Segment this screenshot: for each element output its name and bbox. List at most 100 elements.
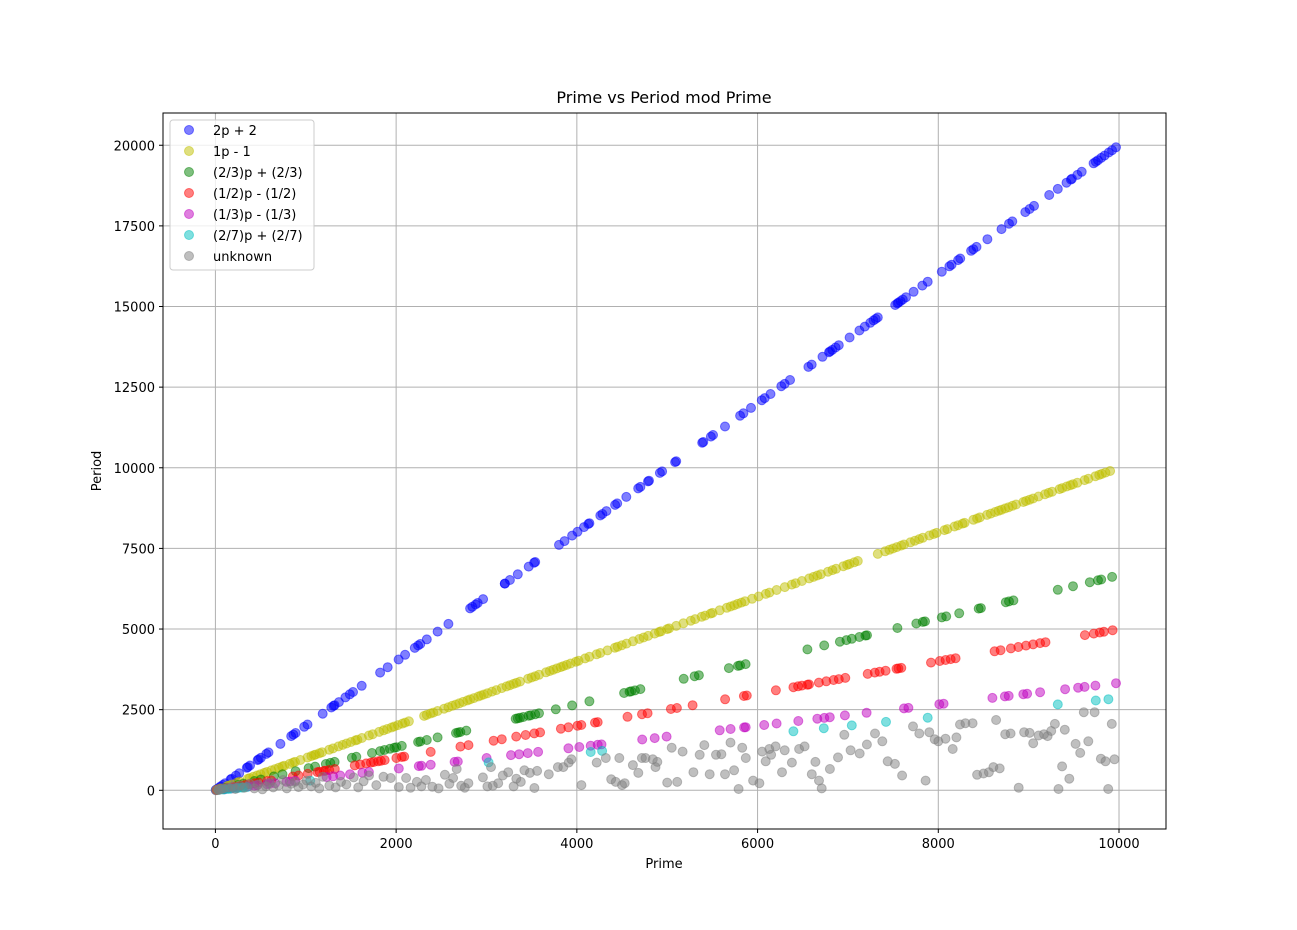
data-point: [862, 630, 872, 641]
data-point: [720, 421, 730, 432]
data-point: [708, 430, 718, 440]
data-point: [478, 594, 489, 605]
y-tick-label: 12500: [114, 381, 155, 396]
data-point: [432, 626, 443, 637]
data-point: [356, 680, 367, 691]
data-point: [954, 608, 965, 619]
data-point: [493, 778, 504, 789]
plot-frame: [162, 112, 1167, 830]
legend-box: [169, 119, 315, 271]
data-point: [421, 634, 432, 645]
data-point: [317, 771, 328, 782]
x-tick-label: 0: [211, 837, 219, 852]
data-point: [1103, 694, 1114, 705]
data-point: [955, 253, 966, 264]
y-axis-ticks: 0 2500 5000 7500 10000 12500 15000 17500 20000: [114, 139, 163, 799]
data-point: [622, 711, 633, 722]
data-point: [806, 359, 817, 370]
data-point: [760, 756, 771, 767]
data-point: [975, 603, 986, 614]
data-point: [1109, 754, 1120, 765]
data-point: [786, 757, 797, 768]
data-point: [1003, 690, 1014, 701]
data-point: [451, 764, 462, 774]
data-point: [600, 753, 611, 763]
data-point: [1005, 728, 1016, 739]
series-2-points: [220, 571, 1118, 793]
data-point: [574, 742, 585, 752]
data-point: [771, 585, 782, 595]
data-point: [672, 776, 683, 787]
data-point: [348, 772, 359, 783]
data-point: [317, 708, 328, 719]
data-point: [584, 696, 595, 707]
data-point: [694, 749, 705, 760]
data-point: [804, 679, 814, 690]
data-point: [941, 611, 952, 622]
data-point: [699, 740, 710, 751]
data-point: [889, 758, 900, 769]
data-point: [1068, 581, 1078, 592]
data-point: [364, 770, 374, 781]
data-point: [425, 746, 436, 757]
data-point: [504, 575, 515, 585]
data-point: [401, 773, 412, 783]
data-point: [688, 767, 699, 778]
data-point: [314, 783, 325, 794]
data-point: [677, 746, 688, 757]
data-point: [870, 728, 880, 739]
data-point: [733, 784, 744, 794]
data-point: [433, 783, 444, 794]
data-point: [461, 725, 472, 736]
data-point: [995, 645, 1006, 656]
legend-marker: [184, 125, 194, 135]
data-point: [816, 783, 827, 794]
data-point: [1057, 761, 1068, 772]
x-tick-label: 10000: [1098, 837, 1139, 852]
data-point: [723, 663, 734, 674]
data-point: [1100, 756, 1111, 767]
data-point: [1075, 747, 1086, 758]
data-point: [1007, 216, 1018, 227]
data-point: [385, 773, 396, 783]
legend-label: (1/2)p - (1/2): [213, 187, 296, 202]
x-tick-label: 6000: [741, 837, 774, 852]
y-tick-label: 0: [147, 784, 155, 799]
data-point: [746, 402, 756, 413]
data-point: [846, 720, 857, 731]
data-point: [403, 716, 414, 727]
y-tick-label: 10000: [114, 462, 155, 477]
data-point: [612, 498, 623, 509]
data-point: [1111, 678, 1121, 689]
y-tick-label: 17500: [114, 220, 155, 235]
data-point: [405, 782, 416, 793]
data-point: [1098, 626, 1109, 637]
data-point: [477, 772, 488, 783]
data-point: [877, 736, 888, 747]
x-tick-label: 2000: [380, 837, 413, 852]
data-point: [637, 734, 648, 745]
data-point: [806, 769, 817, 780]
data-point: [627, 760, 638, 771]
data-point: [903, 702, 914, 713]
data-point: [1049, 718, 1060, 729]
data-point: [515, 776, 526, 787]
data-point: [379, 755, 390, 766]
data-point: [341, 779, 352, 790]
data-point: [777, 767, 787, 778]
data-point: [741, 690, 752, 701]
data-point: [534, 708, 544, 719]
data-point: [1040, 637, 1051, 648]
data-point: [854, 748, 865, 759]
data-point: [657, 466, 668, 477]
legend-marker: [184, 251, 194, 261]
data-point: [1070, 738, 1081, 749]
data-point: [1103, 784, 1114, 794]
data-point: [601, 506, 612, 517]
x-axis-ticks: 0 2000 4000 6000 8000 10000: [211, 829, 1140, 852]
data-point: [924, 727, 935, 738]
y-tick-label: 2500: [122, 704, 155, 719]
data-point: [416, 760, 427, 771]
